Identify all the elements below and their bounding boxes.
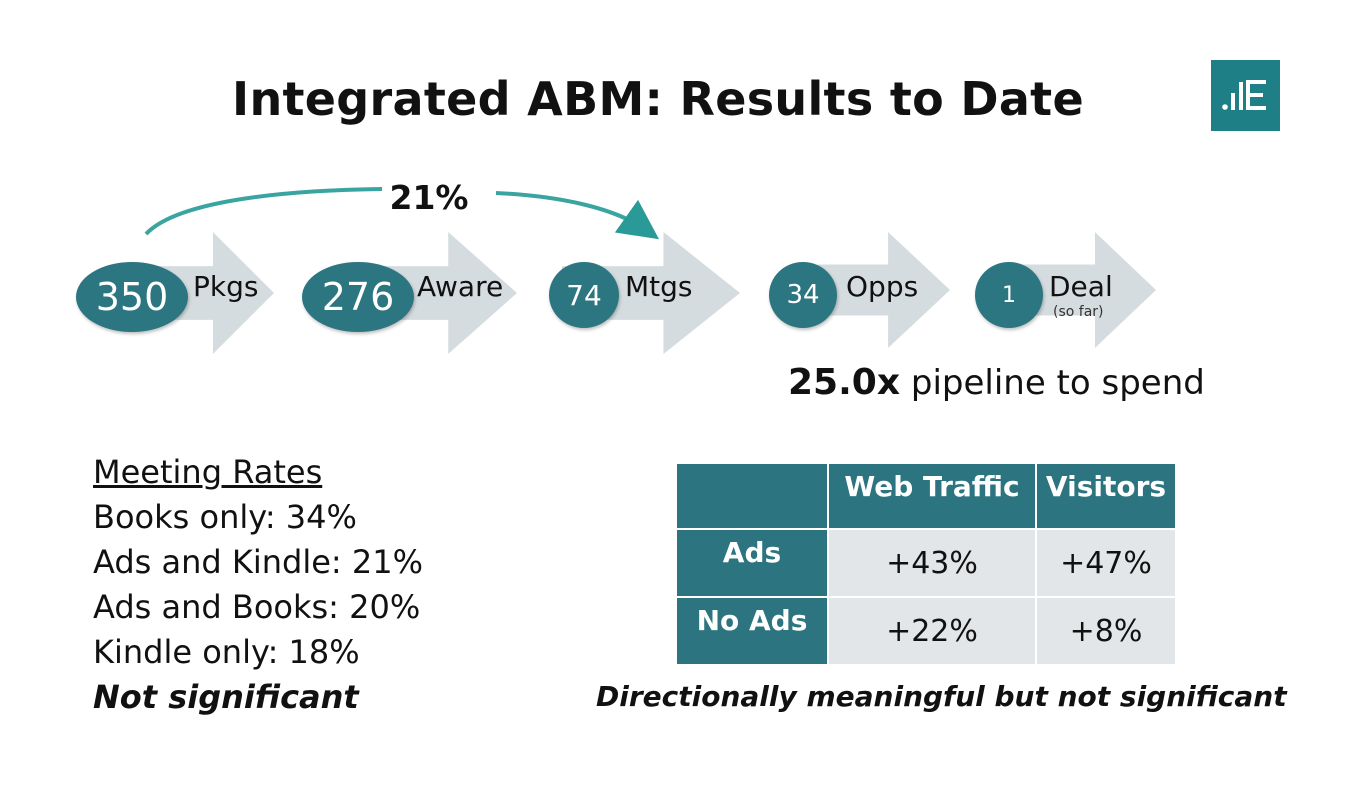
meeting-rate-item: Books only: 34% [93,498,357,536]
brand-logo-icon [1211,60,1280,131]
funnel-value-pkgs: 350 [76,262,188,332]
table-cell: +8% [1035,596,1177,666]
conversion-rate-label: 21% [389,178,469,217]
meeting-rates-note: Not significant [93,678,359,716]
meeting-rate-item: Ads and Books: 20% [93,588,421,626]
ads-impact-table: Web Traffic Visitors Ads +43% +47% No Ad… [675,462,1177,666]
table-row-label-ads: Ads [675,528,829,598]
table-cell: +47% [1035,528,1177,598]
pipeline-text: pipeline to spend [910,363,1205,403]
table-header-web-traffic: Web Traffic [827,462,1037,530]
table-row: Ads +43% +47% [675,528,1177,598]
table-cell: +22% [827,596,1037,666]
funnel-value-aware: 276 [302,262,414,332]
funnel-label-aware: Aware [417,270,504,303]
funnel-label-pkgs: Pkgs [193,270,259,303]
table-row: No Ads +22% +8% [675,596,1177,666]
table-cell: +43% [827,528,1037,598]
funnel-value-deal: 1 [975,262,1043,328]
pipeline-ratio: 25.0x pipeline to spend [788,362,1205,403]
meeting-rate-item: Ads and Kindle: 21% [93,543,423,581]
funnel-label-mtgs: Mtgs [625,270,693,303]
meeting-rate-item: Kindle only: 18% [93,633,360,671]
table-header-visitors: Visitors [1035,462,1177,530]
meeting-rates-heading: Meeting Rates [93,453,323,491]
funnel-value-opps: 34 [769,262,837,328]
table-header-empty [675,462,829,530]
funnel-label-opps: Opps [846,270,919,303]
table-note: Directionally meaningful but not signifi… [596,680,1287,713]
funnel-value-mtgs: 74 [549,262,619,328]
table-row-label-no-ads: No Ads [675,596,829,666]
pipeline-multiple: 25.0x [788,362,901,403]
funnel-label-deal: Deal [1049,270,1113,303]
meeting-rates: Meeting Rates Books only: 34% Ads and Ki… [93,450,423,720]
funnel-sub-deal: (so far) [1053,304,1104,320]
page-title: Integrated ABM: Results to Date [232,72,1084,126]
